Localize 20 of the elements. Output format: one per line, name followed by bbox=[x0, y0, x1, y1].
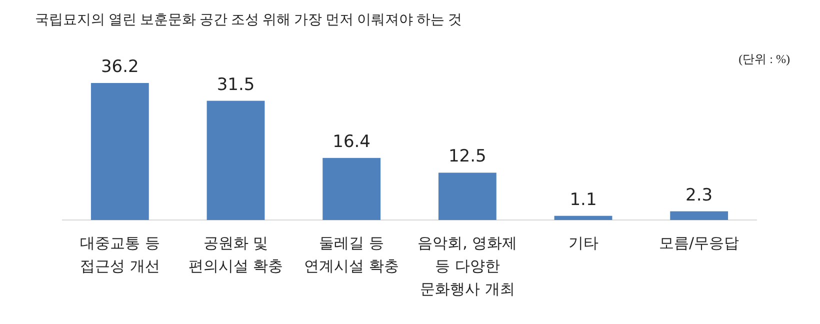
x-tick-label: 공원화 및 편의시설 확충 bbox=[188, 234, 284, 275]
bar bbox=[554, 216, 612, 220]
bar bbox=[438, 172, 496, 220]
text: (단위 : %) bbox=[738, 52, 790, 66]
x-tick-label: 음악회, 영화제 등 다양한 문화행사 개최 bbox=[418, 234, 518, 298]
x-tick-label: 기타 bbox=[568, 234, 598, 252]
data-label: 36.2 bbox=[100, 57, 139, 77]
data-label: 12.5 bbox=[448, 146, 486, 167]
x-tick-label: 모름/무응답 bbox=[659, 234, 740, 252]
data-label: 1.1 bbox=[570, 190, 597, 210]
chart-title: 국립묘지의 열린 보훈문화 공간 조성 위해 가장 먼저 이뤄져야 하는 것 bbox=[35, 13, 462, 28]
bar bbox=[322, 158, 381, 220]
x-tick-label: 대중교통 등 접근성 개선 bbox=[80, 234, 160, 275]
data-label: 16.4 bbox=[332, 132, 371, 152]
data-label: 31.5 bbox=[216, 74, 255, 95]
bar bbox=[206, 100, 265, 220]
x-tick-label: 둘레길 등 연계시설 확충 bbox=[304, 234, 399, 275]
bar bbox=[90, 83, 149, 220]
bar bbox=[670, 211, 728, 220]
data-label: 2.3 bbox=[686, 185, 713, 206]
